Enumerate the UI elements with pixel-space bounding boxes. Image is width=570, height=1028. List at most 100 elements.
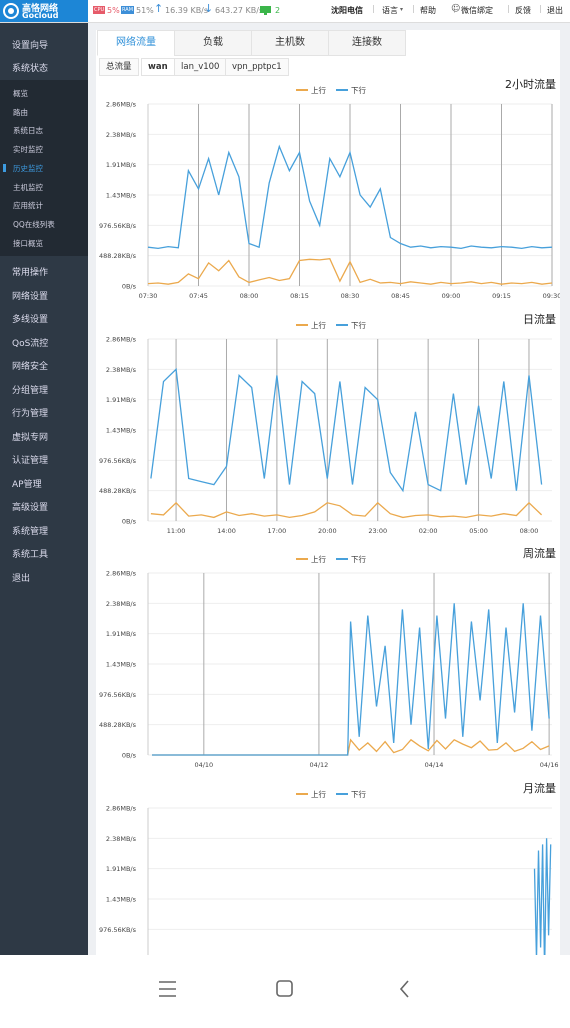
y-tick-label: 2.86MB/s xyxy=(106,336,137,344)
back-button[interactable] xyxy=(399,980,409,998)
tab[interactable]: 主机数 xyxy=(251,30,329,56)
x-tick-label: 23:00 xyxy=(368,527,387,535)
data-line xyxy=(533,838,552,955)
chart-title: 日流量 xyxy=(523,312,556,326)
y-tick-label: 1.43MB/s xyxy=(106,192,137,200)
submenu-item[interactable]: 主机监控 xyxy=(13,182,43,192)
x-tick-label: 08:45 xyxy=(391,292,410,300)
legend-label[interactable]: 上行 xyxy=(311,789,326,799)
menu-item[interactable]: 虚拟专网 xyxy=(12,432,49,443)
app: 高恪网络 Gocloud CPU 5% RAM 51% ↑ 16.39 KB/s… xyxy=(0,0,570,955)
legend-label[interactable]: 下行 xyxy=(351,320,366,330)
x-tick-label: 08:30 xyxy=(341,292,360,300)
active-marker xyxy=(3,163,6,172)
chart-title: 周流量 xyxy=(523,546,556,560)
header-link[interactable]: 反馈 xyxy=(515,6,531,15)
separator: | xyxy=(539,4,542,13)
menu-item[interactable]: 多线设置 xyxy=(12,315,49,325)
y-tick-label: 976.56KB/s xyxy=(99,222,137,230)
logo-cn: 高恪网络 xyxy=(22,4,59,14)
submenu-item[interactable]: QQ在线列表 xyxy=(13,219,55,229)
y-tick-label: 2.38MB/s xyxy=(106,366,137,374)
y-tick-label: 488.28KB/s xyxy=(99,487,137,495)
y-tick-label: 1.91MB/s xyxy=(106,865,137,873)
menu-item[interactable]: 分组管理 xyxy=(12,385,49,396)
legend-label[interactable]: 上行 xyxy=(311,320,326,330)
menu-item[interactable]: 设置向导 xyxy=(12,41,49,51)
cpu-value: 5% xyxy=(107,6,120,15)
sidebar: 概览路由系统日志实时监控历史监控主机监控应用统计 QQ在线列表 接口概览 设置向导系统… xyxy=(0,23,88,955)
menu-item[interactable]: 高级设置 xyxy=(12,503,49,513)
tab[interactable]: 负载 xyxy=(174,30,252,56)
y-tick-label: 1.43MB/s xyxy=(106,427,137,435)
legend-label[interactable]: 下行 xyxy=(351,85,366,95)
submenu-item[interactable]: 路由 xyxy=(13,107,28,117)
x-tick-label: 09:15 xyxy=(492,292,511,300)
ram-value: 51% xyxy=(136,6,154,15)
legend-label[interactable]: 下行 xyxy=(351,789,366,799)
menu-item[interactable]: 常用操作 xyxy=(12,268,49,278)
x-tick-label: 11:00 xyxy=(167,527,186,535)
tab[interactable]: 网络流量 xyxy=(97,30,175,56)
legend-label[interactable]: 下行 xyxy=(351,554,366,564)
menu-item[interactable]: 行为管理 xyxy=(12,409,49,419)
x-tick-label: 09:00 xyxy=(442,292,461,300)
data-line xyxy=(150,501,543,519)
header-link[interactable]: 帮助 xyxy=(420,6,436,15)
x-tick-label: 08:15 xyxy=(290,292,309,300)
x-tick-label: 04/10 xyxy=(194,761,213,769)
x-tick-label: 07:45 xyxy=(189,292,208,300)
menu-item[interactable]: 认证管理 xyxy=(12,456,49,466)
legend-label[interactable]: 上行 xyxy=(311,554,326,564)
legend-label[interactable]: 上行 xyxy=(311,85,326,95)
data-line xyxy=(150,367,543,493)
y-tick-label: 1.91MB/s xyxy=(106,161,137,169)
download-rate: 643.27 KB/s xyxy=(215,6,264,15)
subtab[interactable]: vpn_pptpc1 xyxy=(225,58,289,76)
menu-item[interactable]: 系统管理 xyxy=(12,526,49,537)
logo[interactable]: 高恪网络 Gocloud xyxy=(0,0,88,22)
separator: | xyxy=(372,4,375,13)
submenu-item[interactable]: 实时监控 xyxy=(13,145,43,155)
logo-icon xyxy=(3,3,19,19)
chart-title: 月流量 xyxy=(523,781,556,795)
submenu-item[interactable]: 应用统计 xyxy=(13,201,43,211)
menu-item[interactable]: 系统工具 xyxy=(12,550,49,560)
y-tick-label: 2.38MB/s xyxy=(106,131,137,139)
subtab[interactable]: wan xyxy=(141,58,175,76)
y-tick-label: 1.91MB/s xyxy=(106,396,137,404)
y-tick-label: 2.86MB/s xyxy=(106,570,137,578)
tab[interactable]: 连接数 xyxy=(328,30,406,56)
x-tick-label: 07:30 xyxy=(139,292,158,300)
x-tick-label: 09:30 xyxy=(543,292,560,300)
subtab[interactable]: 总流量 xyxy=(99,58,139,76)
y-tick-label: 488.28KB/s xyxy=(99,252,137,260)
devices-count: 2 xyxy=(275,6,281,15)
menu-item[interactable]: AP管理 xyxy=(12,479,42,490)
submenu-item[interactable]: 概览 xyxy=(13,89,28,98)
menu-item[interactable]: 退出 xyxy=(12,573,31,584)
dropdown-caret: ▾ xyxy=(400,6,404,13)
header-link[interactable]: 退出 xyxy=(547,6,563,15)
menu-item[interactable]: 网络安全 xyxy=(12,362,49,372)
submenu-item[interactable]: 系统日志 xyxy=(13,126,43,136)
subtab[interactable]: lan_v100 xyxy=(174,58,227,76)
x-tick-label: 05:00 xyxy=(469,527,488,535)
menu-item[interactable]: 网络设置 xyxy=(12,291,49,302)
menu-item[interactable]: 系统状态 xyxy=(12,64,49,74)
header-link[interactable]: 微信绑定 xyxy=(461,6,493,15)
wechat-icon: ☺ xyxy=(451,4,461,14)
header-link[interactable]: 语言 xyxy=(382,6,398,15)
down-arrow: ↓ xyxy=(204,2,214,15)
menu-item[interactable]: QoS流控 xyxy=(12,338,49,349)
y-tick-label: 0B/s xyxy=(122,283,137,291)
home-button[interactable] xyxy=(276,980,293,997)
y-tick-label: 1.91MB/s xyxy=(106,630,137,638)
submenu-item[interactable]: 接口概览 xyxy=(13,238,43,248)
y-tick-label: 2.38MB/s xyxy=(106,600,137,608)
submenu-item[interactable]: 历史监控 xyxy=(13,163,43,173)
x-tick-label: 08:00 xyxy=(520,527,539,535)
data-line xyxy=(152,603,550,756)
